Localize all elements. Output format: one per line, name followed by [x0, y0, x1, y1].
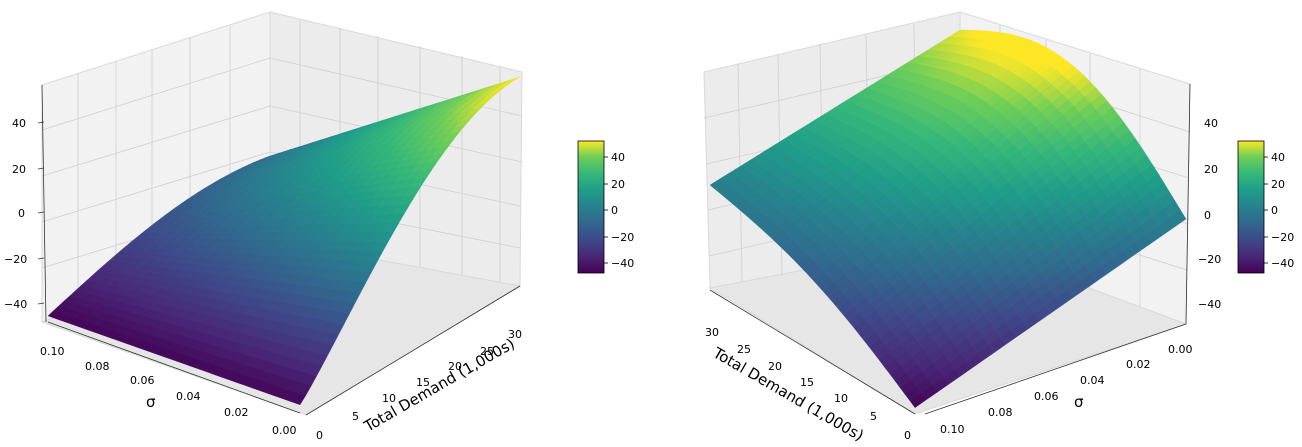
left-colorbar [577, 140, 605, 274]
right-colorbar-tick: −40 [1271, 257, 1294, 270]
right-x-tick: 30 [705, 326, 719, 339]
right-y-tick: 0.10 [940, 423, 965, 436]
left-z-tick: −40 [4, 298, 27, 311]
left-colorbar-tick: −20 [611, 231, 634, 244]
left-x-tick: 20 [448, 360, 462, 373]
left-y-tick: 0.02 [224, 406, 249, 419]
right-y-tick: 0.02 [1126, 358, 1151, 371]
z-tick-mark [37, 211, 45, 214]
left-surface-plot [37, 11, 523, 416]
left-z-tick: 40 [12, 117, 26, 130]
right-z-tick: −20 [1198, 253, 1221, 266]
right-x-tick: 20 [768, 360, 782, 373]
z-tick-mark [37, 257, 45, 260]
left-z-tick: 0 [18, 207, 25, 220]
left-y-tick: 0.10 [40, 345, 65, 358]
z-tick-mark [37, 302, 45, 305]
right-y-axis-line [924, 323, 1187, 415]
left-z-axis-line [41, 84, 47, 323]
right-colorbar [1237, 140, 1265, 274]
right-z-tick: −40 [1198, 298, 1221, 311]
right-y-tick: 0.08 [988, 406, 1013, 419]
right-z-tick: 40 [1204, 117, 1218, 130]
right-colorbar-tick: 20 [1271, 178, 1285, 191]
left-z-tick: −20 [4, 253, 27, 266]
left-colorbar-tick: −40 [611, 257, 634, 270]
right-y-axis-label: σ [1074, 393, 1084, 411]
right-colorbar-tick: 40 [1271, 151, 1285, 164]
left-x-tick: 25 [480, 345, 494, 358]
right-x-axis-line [709, 289, 916, 415]
right-x-tick: 25 [737, 343, 751, 356]
left-x-tick: 5 [352, 410, 359, 423]
left-colorbar-tick: 40 [611, 151, 625, 164]
right-z-tick: 20 [1204, 163, 1218, 176]
right-x-tick: 10 [834, 392, 848, 405]
left-x-tick: 0 [316, 429, 323, 442]
right-y-tick: 0.04 [1080, 374, 1105, 387]
left-y-axis-line [47, 321, 301, 414]
right-colorbar-tick: 0 [1271, 204, 1278, 217]
left-surface [47, 76, 521, 406]
left-colorbar-tick: 0 [611, 204, 618, 217]
right-colorbar-ticks [1264, 156, 1268, 264]
z-tick-mark [37, 167, 45, 170]
surface-patch [47, 310, 65, 320]
grid-line [41, 57, 271, 131]
left-x-tick: 30 [508, 328, 522, 341]
right-x-tick: 15 [800, 376, 814, 389]
left-colorbar-tick: 20 [611, 178, 625, 191]
surface-patch [948, 29, 967, 37]
left-x-axis-line [305, 285, 521, 416]
left-y-tick: 0.00 [272, 424, 297, 437]
left-x-tick: 15 [416, 376, 430, 389]
left-y-axis-label: σ [146, 393, 156, 411]
grid-line [41, 105, 271, 177]
right-z-tick: 0 [1204, 209, 1211, 222]
right-surface [709, 29, 1187, 408]
left-y-tick: 0.04 [176, 390, 201, 403]
right-surface-plot [703, 11, 1191, 415]
right-x-tick: 5 [870, 410, 877, 423]
left-y-tick: 0.06 [130, 374, 155, 387]
right-x-tick: 0 [904, 429, 911, 442]
right-colorbar-tick: −20 [1271, 231, 1294, 244]
grid-line [41, 151, 271, 223]
left-z-tick: 20 [12, 163, 26, 176]
left-colorbar-ticks [604, 156, 608, 264]
left-x-tick: 10 [382, 392, 396, 405]
right-z-axis-line [1185, 83, 1191, 325]
right-y-tick: 0.00 [1168, 343, 1193, 356]
left-y-tick: 0.08 [85, 360, 110, 373]
right-y-tick: 0.06 [1034, 390, 1059, 403]
